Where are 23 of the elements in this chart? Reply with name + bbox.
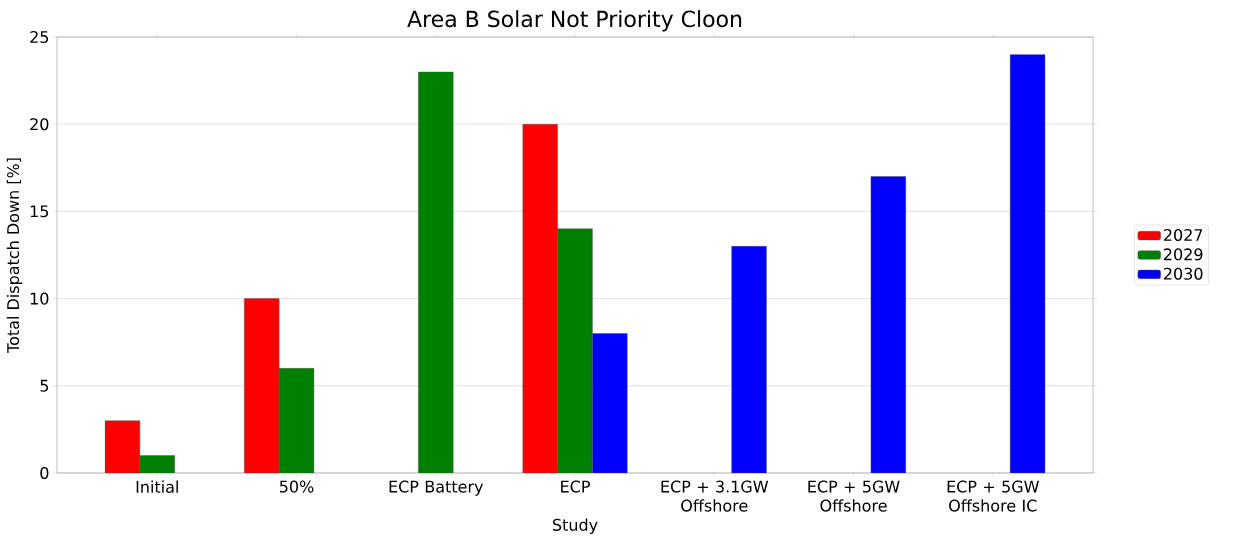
x-tick-label: ECP + 5GW Offshore xyxy=(808,480,900,512)
y-axis-title: Total Dispatch Down [%] xyxy=(6,158,23,354)
y-tick-label: 0 xyxy=(40,466,49,480)
bar xyxy=(731,246,767,473)
y-tick-label: 25 xyxy=(30,30,49,44)
bar xyxy=(870,176,906,473)
x-tick-label: Initial xyxy=(136,480,178,493)
bar xyxy=(1009,54,1046,473)
y-tick-label: 10 xyxy=(30,292,49,305)
x-axis-title: Study xyxy=(552,518,598,534)
y-tick-label: 5 xyxy=(40,379,49,392)
x-tick-label: ECP + 5GW Offshore IC xyxy=(947,480,1039,512)
chart-title: Area B Solar Not Priority Cloon xyxy=(407,10,742,32)
legend-label: 2029 xyxy=(1164,248,1203,261)
y-tick-label: 20 xyxy=(30,118,49,131)
legend-label: 2027 xyxy=(1164,228,1203,242)
x-tick-label: ECP Battery xyxy=(389,480,484,496)
x-tick-label: ECP xyxy=(561,480,590,493)
y-tick-label: 15 xyxy=(30,205,49,218)
x-tick-label: ECP + 3.1GW Offshore xyxy=(661,480,769,512)
legend-label: 2030 xyxy=(1164,267,1203,280)
bar xyxy=(418,71,454,473)
x-tick-label: 50% xyxy=(279,480,314,493)
